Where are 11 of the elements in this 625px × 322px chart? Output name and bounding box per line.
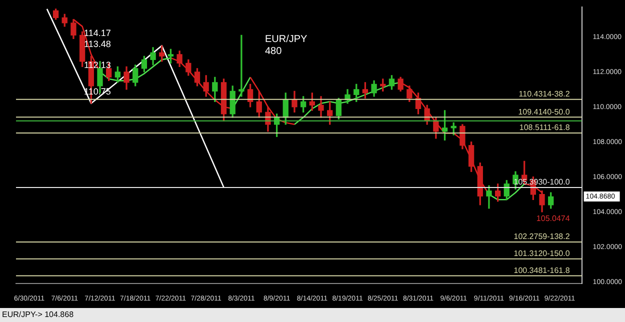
text: EUR/JPY: [264, 34, 308, 45]
ref-line-label: 108.5111-61.8: [519, 123, 570, 132]
ref-line-label: 109.4140-50.0: [518, 107, 570, 116]
text: 480: [264, 46, 282, 57]
ref-line-label: 110.4314-38.2: [518, 90, 570, 99]
ref-line-label: 101.3120-150.0: [514, 249, 570, 258]
annotation: 105.0474: [536, 214, 570, 223]
text: EUR/JPY-> 104.868: [2, 310, 74, 319]
ref-line-label: 100.3481-161.8: [514, 266, 570, 275]
annotation: 114.17: [84, 28, 111, 38]
ref-line-label: 102.2759-138.2: [514, 232, 570, 242]
